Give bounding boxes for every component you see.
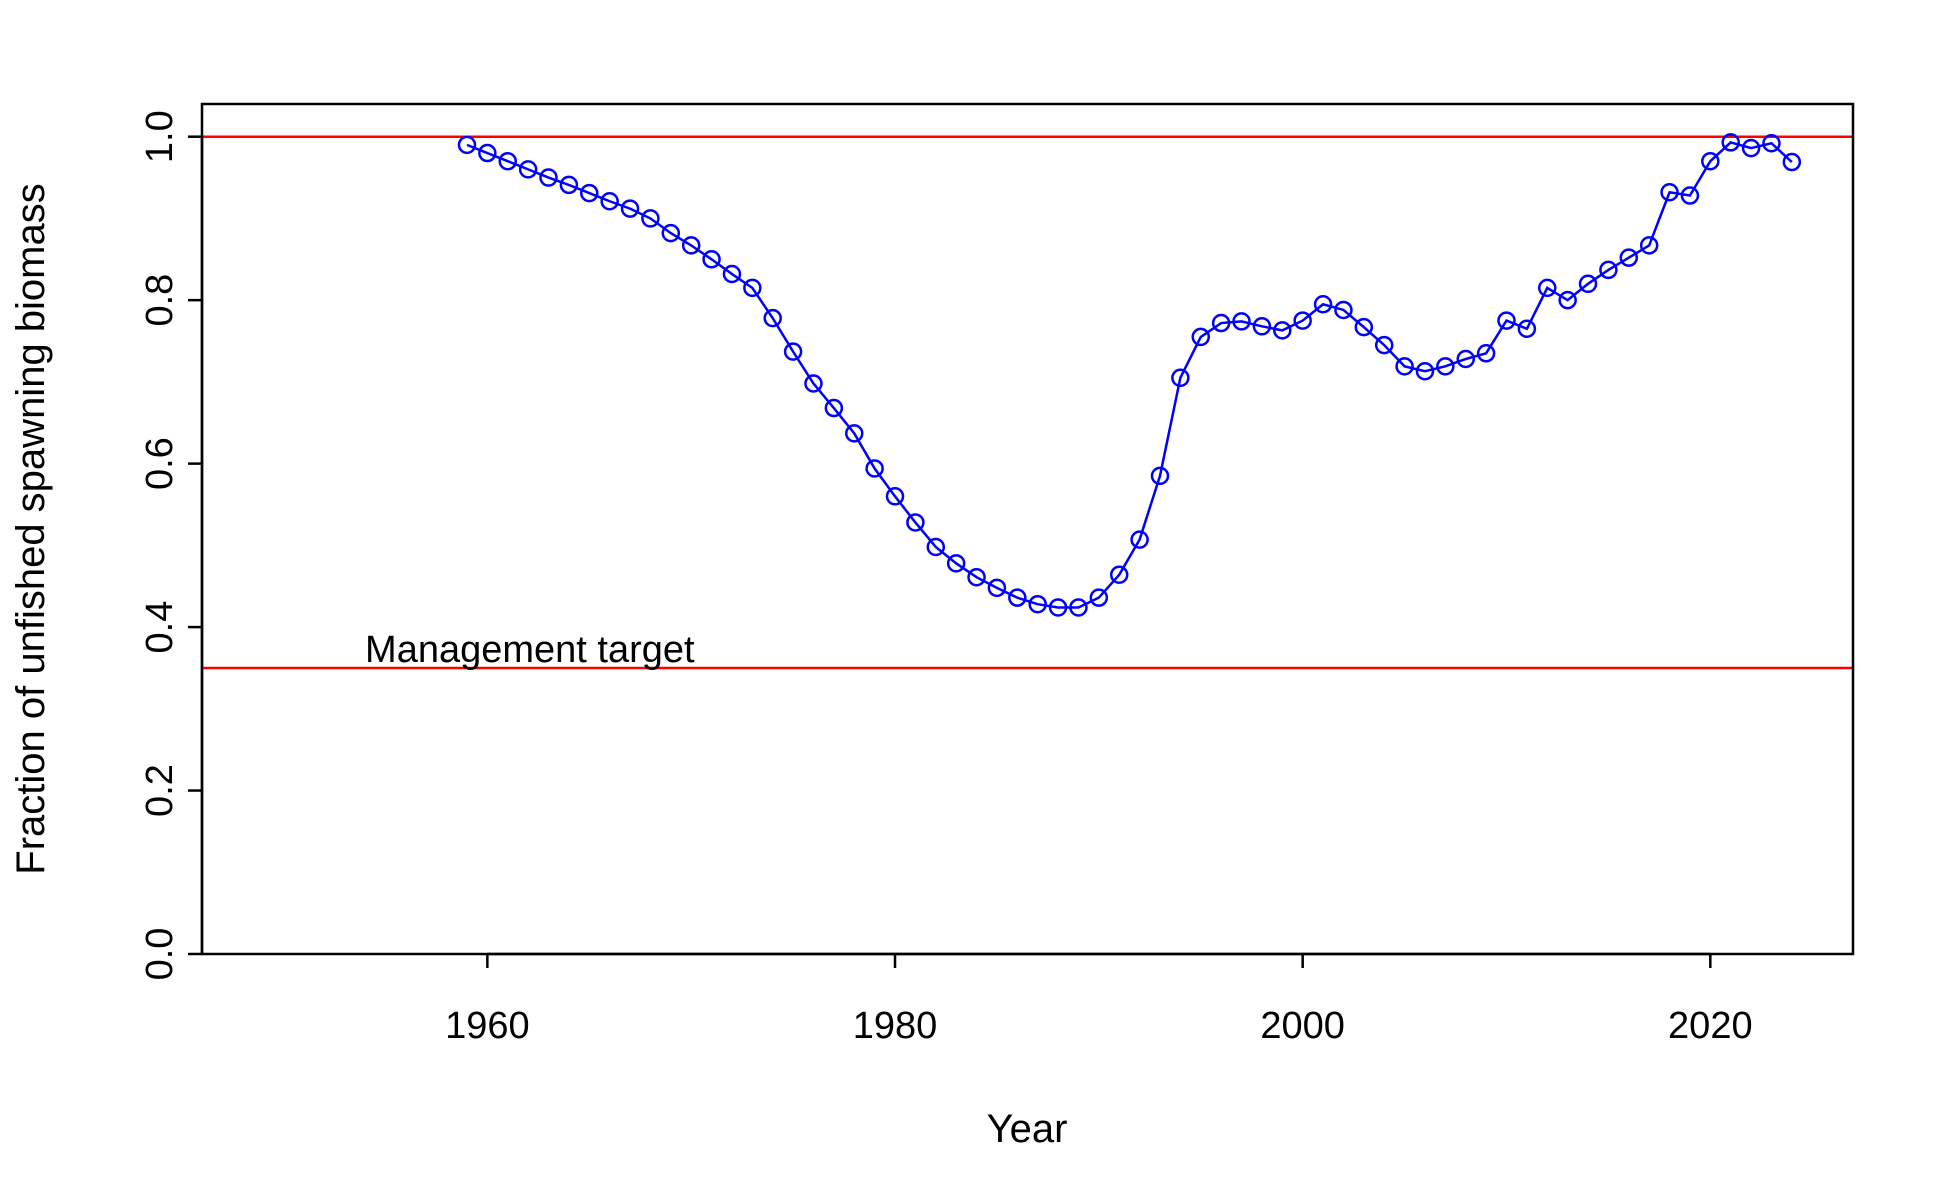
data-point (559, 175, 579, 195)
data-point (804, 374, 823, 393)
data-point (824, 398, 844, 418)
data-point (906, 513, 925, 532)
data-point (1374, 335, 1394, 355)
y-axis-title: Fraction of unfished spawning biomass (9, 183, 53, 874)
data-point (1334, 300, 1353, 320)
data-point (518, 160, 538, 179)
series-line (466, 141, 1793, 609)
data-point (1741, 138, 1761, 158)
data-point (1048, 598, 1068, 617)
data-point (987, 578, 1007, 598)
data-point (620, 199, 640, 218)
data-point (1517, 319, 1537, 339)
y-tick-label: 0.6 (139, 437, 181, 490)
x-axis: 1960 1980 2000 2020 (445, 952, 1753, 1047)
data-point (1089, 588, 1109, 607)
data-point (681, 236, 701, 255)
data-point (1293, 311, 1312, 330)
data-point (783, 342, 803, 361)
data-point (1497, 311, 1516, 330)
data-point (1273, 321, 1292, 340)
data-point (539, 168, 558, 187)
data-point (1599, 260, 1618, 280)
data-point (722, 264, 742, 284)
data-point (1395, 357, 1414, 376)
data-point (763, 308, 782, 328)
data-point (946, 554, 966, 573)
y-tick-label: 0.2 (139, 764, 181, 817)
x-tick-label: 1980 (853, 1005, 938, 1047)
reference-lines (202, 135, 1853, 670)
data-point (743, 278, 762, 298)
data-point (1109, 565, 1129, 585)
data-point (1252, 317, 1272, 336)
data-point (1476, 344, 1496, 363)
data-point (1069, 598, 1088, 617)
data-point (1639, 236, 1659, 255)
data-point (844, 424, 864, 443)
data-point (1232, 312, 1251, 331)
x-axis-title: Year (987, 1107, 1068, 1151)
data-point (1721, 133, 1740, 152)
data-point (1354, 317, 1374, 337)
data-point (600, 192, 619, 211)
data-point (641, 209, 660, 228)
data-point (1130, 530, 1149, 549)
data-point (1008, 588, 1027, 607)
data-point (1782, 152, 1802, 172)
data-point (661, 223, 681, 243)
data-point (1313, 294, 1333, 314)
data-point (885, 487, 905, 506)
x-tick-label: 2020 (1668, 1005, 1753, 1047)
data-point (1701, 151, 1720, 171)
data-point (580, 183, 599, 203)
x-tick-label: 1960 (445, 1005, 530, 1047)
data-point (1191, 327, 1211, 347)
data-point (1578, 274, 1598, 294)
data-point (478, 143, 497, 163)
data-point (1456, 349, 1475, 369)
data-series (457, 133, 1802, 617)
data-point (1028, 594, 1047, 614)
data-point (498, 151, 517, 171)
data-point (1171, 368, 1190, 388)
data-point (1680, 186, 1700, 205)
y-tick-label: 1.0 (139, 110, 181, 163)
data-point (926, 537, 946, 557)
x-tick-label: 2000 (1260, 1005, 1345, 1047)
y-tick-label: 0.0 (139, 928, 181, 981)
data-point (702, 250, 721, 269)
y-tick-label: 0.8 (139, 274, 181, 327)
data-point (1436, 357, 1455, 376)
data-point (1415, 362, 1435, 381)
data-point (1150, 466, 1170, 486)
data-point (865, 459, 884, 478)
data-point (967, 567, 986, 587)
management-target-label: Management target (365, 629, 695, 671)
data-point (1558, 290, 1577, 310)
data-point (1660, 183, 1679, 202)
data-point (1211, 313, 1231, 333)
data-point (457, 135, 477, 155)
data-point (1538, 278, 1557, 298)
data-point (1762, 133, 1781, 153)
y-axis: 0.0 0.2 0.4 0.6 0.8 1.0 (139, 110, 204, 981)
data-point (1619, 248, 1639, 267)
y-tick-label: 0.4 (139, 601, 181, 654)
